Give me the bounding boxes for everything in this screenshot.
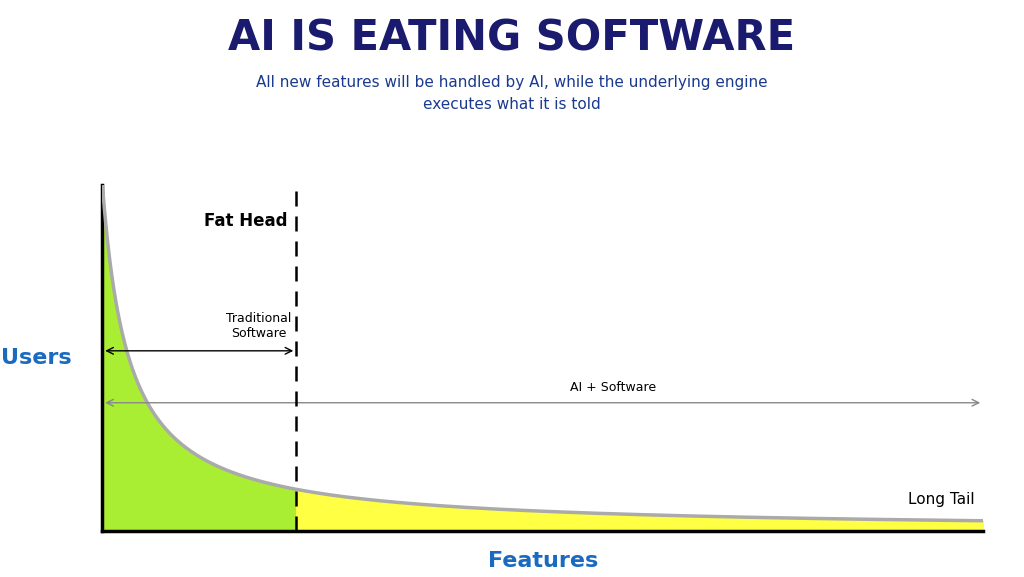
Text: Traditional
Software: Traditional Software xyxy=(226,312,292,340)
Text: AI IS EATING SOFTWARE: AI IS EATING SOFTWARE xyxy=(228,17,796,59)
Text: Fat Head: Fat Head xyxy=(204,212,288,230)
Text: Long Tail: Long Tail xyxy=(907,492,974,507)
Text: AI + Software: AI + Software xyxy=(570,381,656,394)
Text: Users: Users xyxy=(1,348,71,368)
Text: All new features will be handled by AI, while the underlying engine
executes wha: All new features will be handled by AI, … xyxy=(256,75,768,112)
Text: Features: Features xyxy=(487,551,598,571)
